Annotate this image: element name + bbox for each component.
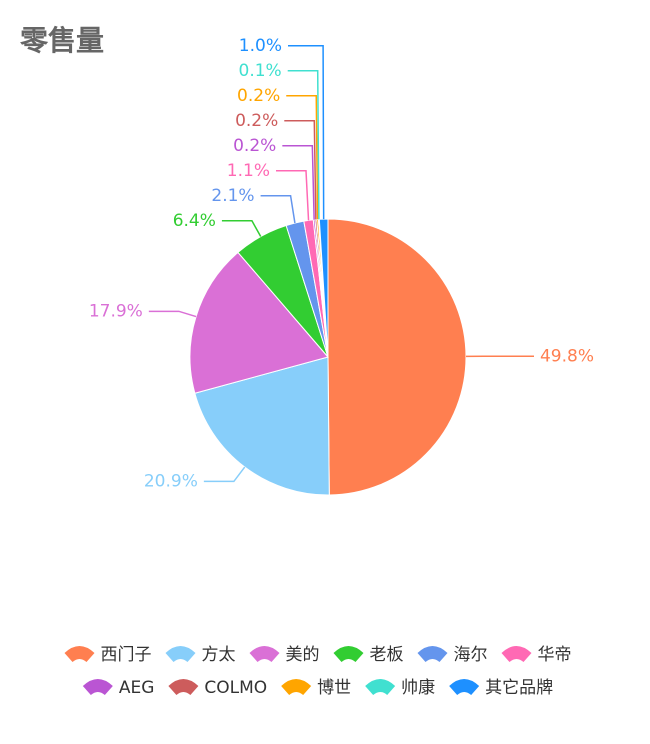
- legend-label: 其它品牌: [485, 678, 553, 698]
- data-label: 49.8%: [540, 346, 594, 366]
- data-label: 0.1%: [239, 61, 282, 81]
- data-label: 0.2%: [235, 111, 278, 131]
- legend-label: COLMO: [204, 678, 267, 698]
- chart-title: 零售量: [20, 24, 104, 57]
- legend-label: 华帝: [537, 645, 571, 665]
- legend-label: 美的: [286, 645, 320, 665]
- data-label: 6.4%: [173, 211, 216, 231]
- legend-label: 西门子: [101, 645, 152, 665]
- data-label: 17.9%: [89, 301, 143, 321]
- data-label: 20.9%: [144, 471, 198, 491]
- legend-label: 帅康: [401, 678, 435, 698]
- data-label: 1.0%: [239, 36, 282, 56]
- legend-label: 方太: [202, 645, 236, 665]
- legend-label: 老板: [369, 645, 403, 665]
- data-label: 1.1%: [227, 161, 270, 181]
- legend-label: AEG: [119, 678, 155, 698]
- legend-label: 海尔: [453, 645, 487, 665]
- data-label: 0.2%: [237, 86, 280, 106]
- data-label: 0.2%: [233, 136, 276, 156]
- legend-label: 博世: [317, 678, 351, 698]
- data-label: 2.1%: [211, 186, 254, 206]
